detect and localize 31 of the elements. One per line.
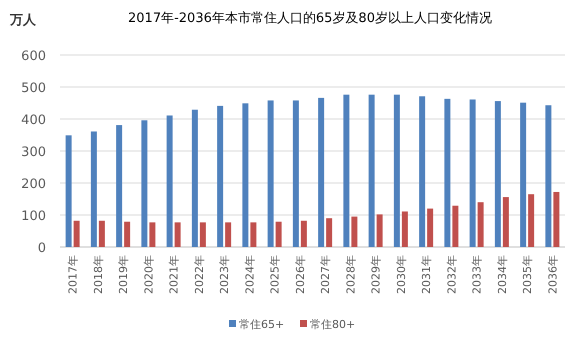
x-tick-label: 2017年 <box>66 255 80 294</box>
x-tick-label: 2025年 <box>268 255 282 294</box>
x-tick-label: 2022年 <box>192 255 206 294</box>
x-tick-label: 2024年 <box>243 255 256 294</box>
x-tick-label: 2018年 <box>92 255 105 294</box>
y-tick-label: 600 <box>21 49 46 64</box>
x-tick-label: 2029年 <box>370 255 383 294</box>
y-tick-label: 400 <box>21 113 46 128</box>
y-tick-label: 200 <box>21 177 46 192</box>
y-axis-title: 万人 <box>9 13 37 28</box>
x-tick-label: 2026年 <box>294 255 307 294</box>
x-tick-label: 2020年 <box>142 255 156 294</box>
legend-label: 常住65+ <box>239 318 284 331</box>
y-tick-label: 300 <box>21 145 46 160</box>
x-tick-label: 2021年 <box>168 255 181 294</box>
y-tick-label: 100 <box>21 209 46 224</box>
x-tick-label: 2032年 <box>445 255 458 294</box>
x-tick-label: 2031年 <box>420 255 434 294</box>
y-tick-label: 0 <box>38 241 46 256</box>
x-tick-label: 2023年 <box>218 255 232 294</box>
x-tick-label: 2034年 <box>496 255 509 294</box>
x-tick-label: 2036年 <box>546 255 560 294</box>
x-tick-label: 2035年 <box>521 255 534 294</box>
x-tick-label: 2027年 <box>319 255 332 294</box>
legend-label: 常住80+ <box>310 318 356 331</box>
x-tick-label: 2033年 <box>470 255 484 294</box>
y-tick-label: 500 <box>21 81 46 96</box>
chart-title: 2017年-2036年本市常住人口的65岁及80岁以上人口变化情况 <box>128 11 492 26</box>
x-tick-label: 2028年 <box>344 255 358 294</box>
x-tick-label: 2019年 <box>117 255 130 294</box>
x-tick-label: 2030年 <box>394 255 408 294</box>
